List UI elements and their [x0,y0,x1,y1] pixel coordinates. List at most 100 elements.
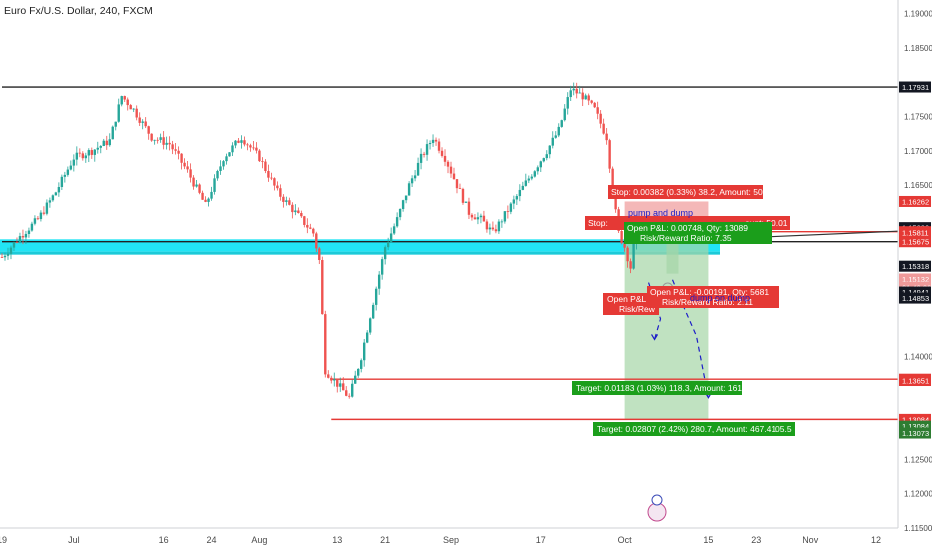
candle-body[interactable] [63,174,67,177]
candle-body[interactable] [467,201,471,215]
candle-body[interactable] [192,177,195,187]
candle-body[interactable] [96,147,99,150]
candle-body[interactable] [291,204,294,213]
candle-body[interactable] [321,260,324,315]
candle-body[interactable] [87,150,91,156]
candle-body[interactable] [309,227,312,229]
candle-body[interactable] [473,217,477,220]
projection-path[interactable] [671,279,710,398]
candle-body[interactable] [383,247,387,260]
candle-body[interactable] [377,274,381,289]
candle-body[interactable] [632,243,635,269]
candle-body[interactable] [374,288,378,305]
candle-body[interactable] [324,314,327,375]
candle-body[interactable] [351,383,354,397]
candle-body[interactable] [348,395,351,397]
candle-body[interactable] [78,152,82,154]
candle-body[interactable] [362,342,366,361]
candle-body[interactable] [491,227,495,230]
candle-body[interactable] [455,179,459,189]
candle-body[interactable] [395,217,399,227]
candle-body[interactable] [318,248,321,261]
candle-body[interactable] [42,212,46,214]
candle-body[interactable] [476,217,480,220]
candle-body[interactable] [458,188,462,189]
candle-body[interactable] [404,195,408,201]
candle-body[interactable] [60,176,64,188]
candle-body[interactable] [204,199,207,202]
candle-body[interactable] [114,121,117,127]
candle-body[interactable] [24,233,28,238]
candle-body[interactable] [105,140,108,146]
candle-body[interactable] [590,100,593,103]
candle-body[interactable] [521,185,525,190]
candle-body[interactable] [581,92,584,100]
candle-body[interactable] [144,121,147,127]
candle-body[interactable] [509,203,513,212]
candle-body[interactable] [333,379,336,381]
candle-body[interactable] [282,196,285,202]
candle-body[interactable] [162,137,165,145]
candle-body[interactable] [234,140,237,146]
candle-body[interactable] [503,211,507,222]
candle-body[interactable] [150,133,153,141]
candle-body[interactable] [584,95,587,100]
candle-body[interactable] [533,171,537,177]
candle-body[interactable] [431,139,435,143]
candle-body[interactable] [515,196,519,200]
candle-body[interactable] [81,153,85,159]
candle-body[interactable] [497,221,501,232]
candle-body[interactable] [327,374,330,378]
stop-label-box[interactable] [608,185,763,199]
candle-body[interactable] [249,145,252,148]
candle-body[interactable] [524,180,528,186]
candle-body[interactable] [440,150,444,156]
candle-body[interactable] [605,133,608,141]
candle-body[interactable] [602,123,605,134]
candle-body[interactable] [530,176,534,179]
candle-body[interactable] [345,390,348,396]
candle-body[interactable] [225,156,228,162]
candle-body[interactable] [84,155,88,159]
candle-body[interactable] [165,142,168,145]
candle-body[interactable] [389,233,393,243]
candle-body[interactable] [123,96,126,100]
candle-body[interactable] [240,140,243,143]
candle-body[interactable] [629,261,632,269]
candle-body[interactable] [596,107,599,114]
candle-body[interactable] [297,210,300,214]
candle-body[interactable] [614,195,617,210]
candle-body[interactable] [464,201,468,203]
candle-body[interactable] [452,173,456,180]
candle-body[interactable] [39,212,43,220]
candle-body[interactable] [273,178,276,186]
candle-body[interactable] [102,140,105,146]
candle-body[interactable] [57,187,61,193]
candle-body[interactable] [342,383,345,391]
candle-body[interactable] [336,379,339,387]
candle-body[interactable] [216,170,219,179]
candle-body[interactable] [354,375,357,384]
candle-body[interactable] [186,166,189,170]
candle-body[interactable] [90,150,93,155]
candle-body[interactable] [485,221,489,230]
candle-body[interactable] [120,96,123,105]
candle-body[interactable] [129,105,132,110]
candle-body[interactable] [306,224,309,228]
candle-body[interactable] [294,210,297,213]
candle-body[interactable] [168,142,171,145]
candle-body[interactable] [174,149,177,151]
candle-body[interactable] [267,170,270,178]
candle-body[interactable] [30,223,34,231]
candle-body[interactable] [407,183,411,196]
candle-body[interactable] [198,184,201,193]
candle-body[interactable] [108,139,111,146]
candle-body[interactable] [54,192,58,196]
profit-zone-box[interactable] [666,231,679,274]
candle-body[interactable] [392,226,396,234]
target-label-box[interactable] [572,381,742,395]
candle-body[interactable] [0,257,4,258]
candle-body[interactable] [147,126,150,134]
position-label-box[interactable] [624,222,772,244]
